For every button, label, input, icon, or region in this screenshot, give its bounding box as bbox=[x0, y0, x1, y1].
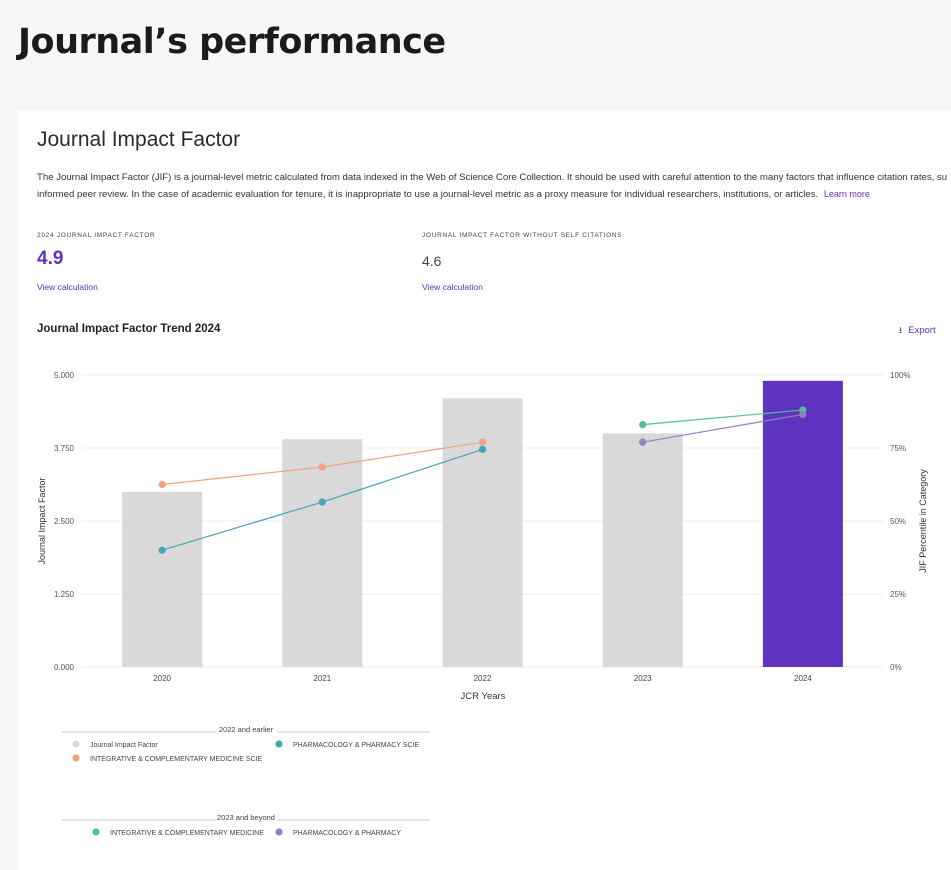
bar bbox=[282, 439, 363, 667]
legend-marker bbox=[275, 740, 283, 748]
series-line bbox=[642, 413, 804, 443]
learn-more-link[interactable]: Learn more bbox=[823, 189, 870, 199]
series-point bbox=[478, 445, 487, 454]
bar bbox=[762, 380, 843, 667]
x-axis-title: JCR Years bbox=[461, 691, 506, 702]
legend-group-title: 2022 and earlier bbox=[219, 725, 274, 734]
description-line-1: The Journal Impact Factor (JIF) is a jou… bbox=[37, 172, 948, 183]
x-tick-label: 2020 bbox=[153, 674, 171, 683]
series-point bbox=[799, 410, 807, 419]
series-point bbox=[318, 498, 326, 506]
bar bbox=[122, 491, 203, 667]
jif-without-self-citations-label: JOURNAL IMPACT FACTOR WITHOUT SELF CITAT… bbox=[422, 232, 623, 239]
view-calculation-link[interactable]: View calculation bbox=[37, 282, 98, 292]
series-point bbox=[478, 438, 487, 446]
series-point bbox=[318, 463, 326, 471]
legend-label: INTEGRATIVE & COMPLEMENTARY MEDICINE SCI… bbox=[90, 756, 263, 763]
series-point bbox=[158, 480, 166, 489]
y-tick-label: 0.000 bbox=[54, 663, 75, 672]
legend-group-title: 2023 and beyond bbox=[217, 813, 275, 822]
download-icon: ⭳ bbox=[899, 325, 903, 335]
view-calculation-link-self[interactable]: View calculation bbox=[422, 282, 483, 292]
export-button[interactable]: ⭳ Export bbox=[899, 323, 936, 339]
y2-tick-label: 50% bbox=[890, 517, 906, 526]
legend-marker bbox=[275, 828, 283, 836]
legend-marker bbox=[92, 828, 100, 836]
x-tick-label: 2022 bbox=[474, 674, 492, 683]
jif-2024-value: 4.9 bbox=[37, 248, 64, 269]
series-point bbox=[639, 421, 647, 429]
y-axis-title: Journal Impact Factor bbox=[37, 477, 47, 564]
legend-label: PHARMACOLOGY & PHARMACY bbox=[293, 830, 401, 837]
y-tick-label: 2.500 bbox=[54, 517, 75, 526]
legend-marker bbox=[72, 740, 80, 748]
legend-label: INTEGRATIVE & COMPLEMENTARY MEDICINE bbox=[110, 830, 264, 837]
y-tick-label: 5.000 bbox=[54, 371, 75, 380]
description-line-2: informed peer review. In the case of aca… bbox=[37, 189, 819, 200]
jif-description: The Journal Impact Factor (JIF) is a jou… bbox=[37, 170, 951, 203]
export-label: Export bbox=[908, 325, 936, 336]
legend-label: PHARMACOLOGY & PHARMACY SCIE bbox=[293, 742, 419, 749]
series-point bbox=[639, 438, 647, 446]
y2-tick-label: 0% bbox=[890, 663, 902, 672]
legend-marker bbox=[72, 754, 80, 762]
y2-tick-label: 25% bbox=[890, 590, 906, 599]
x-tick-label: 2021 bbox=[313, 674, 331, 683]
bar bbox=[602, 433, 683, 667]
jif-without-self-citations-value: 4.6 bbox=[422, 253, 442, 269]
y2-axis-title: JIF Percentile in Category bbox=[918, 469, 928, 573]
trend-title: Journal Impact Factor Trend 2024 bbox=[37, 323, 221, 335]
page-title: Journal’s performance bbox=[18, 22, 446, 62]
x-tick-label: 2023 bbox=[634, 674, 652, 683]
y-tick-label: 3.750 bbox=[54, 444, 75, 453]
y-tick-label: 1.250 bbox=[54, 590, 75, 599]
jif-section-title: Journal Impact Factor bbox=[37, 128, 241, 151]
y2-tick-label: 75% bbox=[890, 444, 906, 453]
legend-label: Journal Impact Factor bbox=[90, 742, 158, 749]
series-point bbox=[158, 546, 166, 554]
y2-tick-label: 100% bbox=[890, 371, 910, 380]
jif-2024-label: 2024 JOURNAL IMPACT FACTOR bbox=[37, 232, 156, 239]
series-line bbox=[642, 409, 803, 426]
x-tick-label: 2024 bbox=[794, 674, 812, 683]
